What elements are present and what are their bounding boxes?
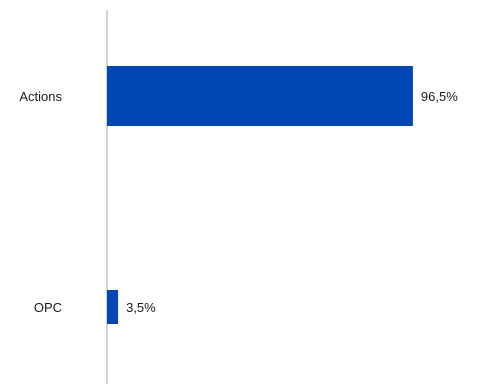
- value-label-actions: 96,5%: [421, 89, 458, 104]
- category-label-actions: Actions: [19, 89, 62, 104]
- bars-group: Actions 96,5% OPC 3,5%: [19, 66, 458, 324]
- bar-actions: [107, 66, 413, 126]
- category-label-opc: OPC: [34, 300, 62, 315]
- bar-opc: [107, 290, 119, 324]
- value-label-opc: 3,5%: [126, 300, 156, 315]
